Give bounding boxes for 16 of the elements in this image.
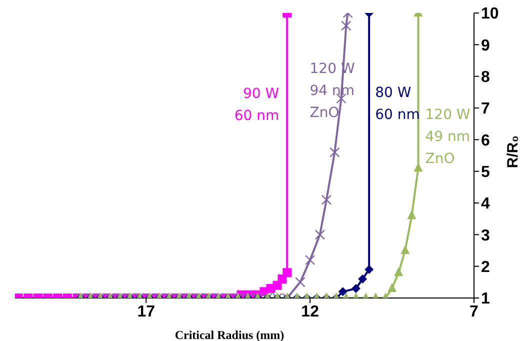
x-tick-label: 12 bbox=[301, 303, 320, 320]
y-tick-label: 7 bbox=[481, 100, 490, 118]
y-tick-label: 5 bbox=[481, 164, 490, 182]
y-tick-label: 1 bbox=[481, 290, 490, 308]
y-tick-label: 10 bbox=[481, 6, 499, 23]
series-label: 90 W 60 nm bbox=[234, 86, 280, 124]
y-tick-label: 6 bbox=[481, 132, 490, 150]
series-label: 120 W 49 nm ZnO bbox=[425, 107, 470, 167]
y-tick-label: 3 bbox=[481, 227, 490, 244]
y-tick-label: 9 bbox=[481, 37, 490, 54]
x-tick-label: 7 bbox=[470, 303, 479, 320]
y-axis-title: R/R₀ bbox=[504, 136, 522, 168]
y-tick-label: 8 bbox=[481, 69, 490, 86]
x-tick-label: 17 bbox=[137, 303, 156, 320]
y-tick-label: 2 bbox=[481, 259, 490, 276]
y-tick-label: 4 bbox=[481, 196, 490, 213]
